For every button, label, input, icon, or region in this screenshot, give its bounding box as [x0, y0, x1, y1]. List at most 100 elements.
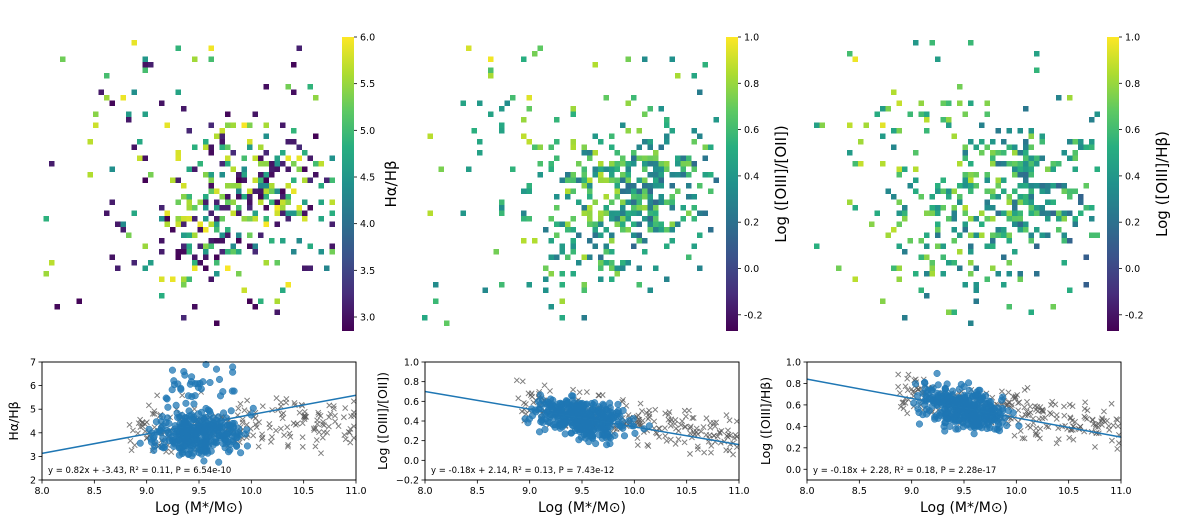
- heatmap-cell: [559, 177, 565, 183]
- heatmap-cell: [87, 139, 93, 145]
- heatmap-cell: [1017, 276, 1023, 282]
- heatmap-cell: [208, 238, 214, 244]
- heatmap-cell: [1072, 150, 1078, 156]
- y-axis-label: Hα/Hβ: [6, 401, 21, 440]
- heatmap-cell: [488, 56, 494, 62]
- circle-point: [963, 392, 971, 400]
- heatmap-cell: [225, 249, 231, 255]
- heatmap-cell: [269, 161, 275, 167]
- cross-point: [693, 425, 700, 432]
- cross-point: [142, 421, 148, 427]
- heatmap-cell: [702, 62, 708, 68]
- heatmap-cell: [1034, 161, 1040, 167]
- heatmap-cell: [203, 265, 209, 271]
- heatmap-cell: [554, 117, 560, 123]
- heatmap-cell: [203, 216, 209, 222]
- heatmap-cell: [296, 210, 302, 216]
- heatmap-cell: [285, 282, 291, 288]
- heatmap-cell: [1012, 161, 1018, 167]
- cross-point: [266, 421, 273, 427]
- heatmap-cell: [570, 227, 576, 233]
- circle-point: [249, 404, 257, 412]
- heatmap-cell: [554, 139, 560, 145]
- heatmap-cell: [252, 188, 258, 194]
- heatmap-cell: [219, 128, 225, 134]
- heatmap-cell: [995, 177, 1001, 183]
- heatmap-cell: [924, 243, 930, 249]
- heatmap-cell: [1017, 150, 1023, 156]
- heatmap-cell: [313, 133, 319, 139]
- heatmap-cell: [521, 56, 527, 62]
- heatmap-cell: [521, 238, 527, 244]
- heatmap-cell: [647, 216, 653, 222]
- heatmap-cell: [631, 232, 637, 238]
- heatmap-cell: [269, 188, 275, 194]
- heatmap-cell: [197, 221, 203, 227]
- heatmap-cell: [691, 161, 697, 167]
- heatmap-cell: [1094, 111, 1100, 117]
- heatmap-cell: [609, 260, 615, 266]
- heatmap-cell: [625, 227, 631, 233]
- heatmap-cell: [587, 194, 593, 200]
- circle-point: [197, 408, 206, 416]
- heatmap-cell: [631, 210, 637, 216]
- heatmap-cell: [247, 298, 253, 304]
- cross-point: [255, 443, 262, 450]
- heatmap-cell: [984, 172, 990, 178]
- heatmap-cell: [1017, 271, 1023, 277]
- heatmap-cell: [427, 210, 433, 216]
- heatmap-cell: [181, 106, 187, 112]
- circle-point: [165, 419, 173, 427]
- heatmap-cell: [995, 183, 1001, 189]
- cross-point: [905, 371, 912, 378]
- circle-point: [207, 447, 215, 455]
- y-tick-label: 1.0: [404, 358, 419, 369]
- y-tick-label: 0.6: [786, 400, 801, 411]
- heatmap-cell: [175, 45, 181, 51]
- heatmap-cell: [225, 265, 231, 271]
- heatmap-cell: [962, 172, 968, 178]
- heatmap-cell: [236, 271, 242, 277]
- heatmap-cell: [280, 188, 286, 194]
- circle-point: [243, 442, 251, 450]
- cross-point: [637, 400, 644, 407]
- heatmap-cell: [1012, 188, 1018, 194]
- heatmap-cell: [247, 194, 253, 200]
- cross-point: [244, 397, 251, 404]
- heatmap-cell: [1050, 199, 1056, 205]
- heatmap-cell: [197, 227, 203, 233]
- heatmap-cell: [576, 260, 582, 266]
- heatmap-cell: [581, 315, 587, 321]
- heatmap-cell: [940, 177, 946, 183]
- heatmap-cell: [258, 155, 264, 161]
- heatmap-cell: [609, 249, 615, 255]
- scatter-panel-right: 8.0 8.5 9.0 9.5 10.0 10.5 11.0 0.0 0.2 0.4 0.6 0.8…: [758, 358, 1132, 517]
- heatmap-panel-left: 3.0 3.5 4.0 4.5 5.0 5.5 6.0 Hα/Hβ: [43, 33, 400, 331]
- heatmap-cell: [263, 122, 269, 128]
- heatmap-cell: [592, 227, 598, 233]
- heatmap-cell: [499, 205, 505, 211]
- heatmap-cell: [274, 166, 280, 172]
- heatmap-cell: [269, 166, 275, 172]
- heatmap-cell: [285, 166, 291, 172]
- heatmap-cell: [559, 282, 565, 288]
- heatmap-cell: [891, 265, 897, 271]
- cross-point: [1034, 404, 1041, 410]
- circle-point: [951, 411, 959, 419]
- heatmap-cell: [192, 144, 198, 150]
- cross-point: [299, 443, 306, 450]
- heatmap-cell: [625, 183, 631, 189]
- heatmap-cell: [962, 210, 968, 216]
- cross-point: [707, 420, 714, 427]
- heatmap-cell: [1028, 309, 1034, 315]
- heatmap-cell: [929, 205, 935, 211]
- cross-point: [726, 417, 733, 424]
- cross-point: [1033, 425, 1040, 432]
- heatmap-cell: [565, 221, 571, 227]
- colorbar-tick-label: 1.0: [1125, 33, 1140, 44]
- heatmap-cell: [946, 100, 952, 106]
- heatmap-cell: [548, 216, 554, 222]
- heatmap-cell: [109, 199, 115, 205]
- heatmap-cell: [208, 150, 214, 156]
